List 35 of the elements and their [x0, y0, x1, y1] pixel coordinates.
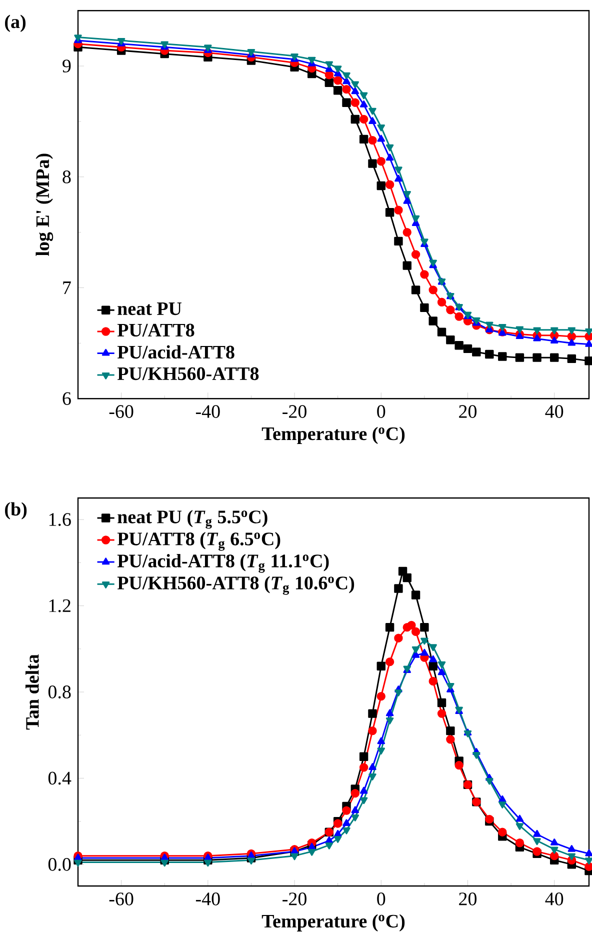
x-tick-label: 0 — [377, 892, 386, 906]
x-tick-label: -40 — [196, 405, 220, 418]
y-tick-label: 7 — [63, 282, 71, 294]
text: (b) — [5, 502, 27, 520]
legend-label: PU/acid-ATT8 (T$_{g}$ 11.1$^{o}$C) — [117, 554, 329, 573]
x-tick-label: -60 — [109, 892, 134, 906]
text: (a) — [5, 14, 26, 32]
x-tick-label: -40 — [196, 892, 220, 906]
y-tick-label: 9 — [62, 60, 71, 72]
x-tick-label: -20 — [282, 405, 306, 418]
y-tick-label: 0.4 — [48, 772, 72, 785]
y-tick-label: 0.8 — [48, 686, 71, 698]
y-axis-title: Tan delta — [25, 654, 39, 730]
x-tick-label: -60 — [109, 405, 134, 418]
legend-label: PU/acid-ATT8 — [117, 345, 234, 359]
x-tick-label: 40 — [545, 405, 564, 418]
y-tick-label: 6 — [62, 392, 71, 405]
legend-label: PU/KH560-ATT8 (T$_{g}$ 10.6$^{o}$C) — [117, 576, 354, 595]
x-tick-label: 0 — [377, 405, 386, 418]
y-tick-label: 8 — [62, 170, 71, 184]
legend-label: neat PU — [118, 302, 182, 316]
x-tick-label: -20 — [282, 892, 306, 906]
y-tick-label: 1.6 — [49, 513, 71, 526]
y-axis-title: log E' (MPa) — [36, 154, 54, 256]
x-axis-title: Temperature ($^{o}$C) — [262, 914, 405, 932]
legend-label: PU/KH560-ATT8 — [117, 367, 259, 380]
legend-label: neat PU (T$_{g}$ 5.5$^{o}$C) — [118, 510, 268, 529]
y-tick-label: 0.0 — [48, 858, 71, 871]
x-axis-title: Temperature ($^{o}$C) — [262, 426, 405, 444]
x-tick-label: 20 — [459, 405, 477, 418]
x-tick-label: 40 — [545, 892, 564, 906]
x-tick-label: 20 — [459, 892, 477, 906]
legend-label: PU/ATT8 (T$_{g}$ 6.5$^{o}$C) — [117, 532, 280, 551]
y-tick-label: 1.2 — [49, 599, 70, 612]
legend-label: PU/ATT8 — [117, 324, 194, 337]
